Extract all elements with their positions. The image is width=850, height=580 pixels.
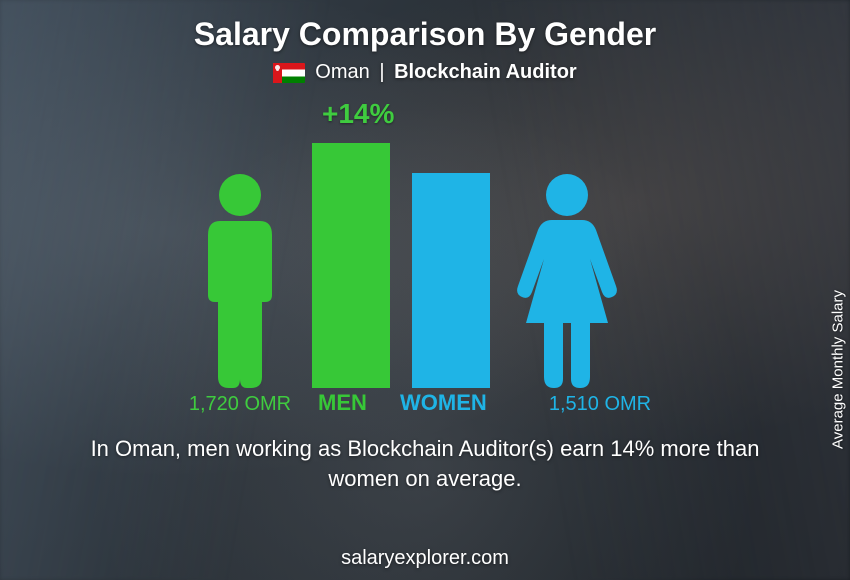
role-label: Blockchain Auditor — [394, 61, 577, 83]
men-bar — [312, 143, 390, 388]
subtitle-row: Oman | Blockchain Auditor — [0, 61, 850, 84]
person-male-icon — [208, 174, 272, 388]
content-root: Salary Comparison By Gender Oman | Block… — [0, 0, 850, 580]
men-salary-label: 1,720 OMR — [150, 393, 330, 416]
men-bar-fill — [312, 143, 390, 388]
women-figure-icon — [512, 173, 622, 388]
women-salary-label: 1,510 OMR — [510, 393, 690, 416]
person-female-icon — [517, 174, 617, 388]
women-bar-fill — [412, 173, 490, 388]
men-gender-label: MEN — [318, 390, 367, 416]
oman-flag-icon — [273, 63, 305, 83]
subtitle-text: Oman | Blockchain Auditor — [315, 61, 576, 84]
summary-text: In Oman, men working as Blockchain Audit… — [0, 416, 850, 493]
chart-area: +14% — [0, 96, 850, 416]
difference-label: +14% — [322, 98, 394, 130]
country-label: Oman — [315, 61, 369, 83]
separator: | — [379, 61, 384, 83]
men-figure-icon — [190, 173, 290, 388]
women-gender-label: WOMEN — [400, 390, 487, 416]
footer-source: salaryexplorer.com — [0, 547, 850, 570]
y-axis-label: Average Monthly Salary — [830, 290, 847, 449]
page-title: Salary Comparison By Gender — [0, 0, 850, 53]
women-bar — [412, 173, 490, 388]
